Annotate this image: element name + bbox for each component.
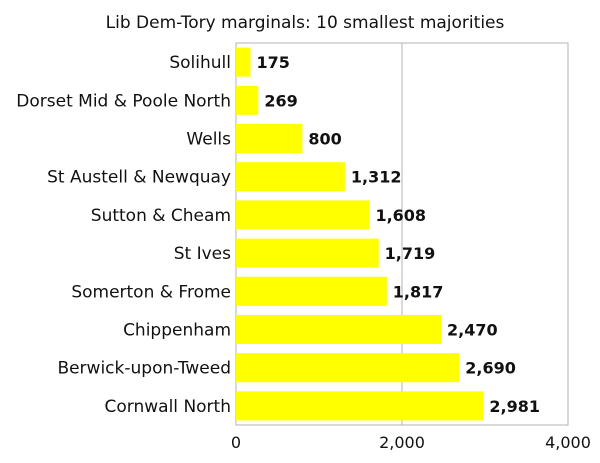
value-labels: 175 269 800 1,312 1,608 1,719 1,817 2,470 2,690 2…	[257, 53, 541, 416]
category-label-4: Sutton & Cheam	[91, 206, 231, 226]
value-label-7: 2,470	[447, 321, 498, 340]
value-label-0: 175	[257, 53, 290, 72]
category-label-5: St Ives	[174, 244, 231, 264]
x-axis-ticks: 0 2,000 4,000	[231, 433, 591, 452]
value-label-3: 1,312	[351, 168, 402, 187]
category-label-8: Berwick-upon-Tweed	[57, 359, 231, 379]
value-label-6: 1,817	[393, 282, 444, 301]
value-label-8: 2,690	[465, 359, 516, 378]
bar-8	[236, 353, 460, 383]
category-labels: Solihull Dorset Mid & Poole North Wells St …	[16, 53, 231, 417]
category-label-0: Solihull	[169, 53, 231, 73]
bar-0	[236, 47, 251, 77]
bar-7	[236, 314, 442, 345]
category-label-2: Wells	[186, 130, 231, 150]
bar-3	[236, 162, 345, 192]
category-label-7: Chippenham	[123, 321, 231, 341]
bar-9	[236, 391, 484, 421]
category-label-1: Dorset Mid & Poole North	[16, 91, 231, 111]
value-label-2: 800	[308, 130, 341, 149]
bar-2	[236, 123, 303, 154]
bars	[236, 47, 484, 421]
bar-4	[236, 200, 370, 230]
x-tick-label-0: 0	[231, 433, 241, 452]
category-label-9: Cornwall North	[105, 397, 231, 417]
chart-title: Lib Dem-Tory marginals: 10 smallest majo…	[106, 13, 505, 33]
category-label-3: St Austell & Newquay	[47, 168, 231, 188]
value-label-1: 269	[264, 91, 297, 110]
value-label-4: 1,608	[375, 206, 426, 225]
x-tick-label-2: 4,000	[545, 433, 591, 452]
plot-frame	[235, 42, 569, 426]
bar-5	[236, 238, 379, 268]
category-label-6: Somerton & Frome	[71, 282, 231, 302]
x-tick-label-1: 2,000	[379, 433, 425, 452]
bar-1	[236, 85, 259, 115]
bar-6	[236, 276, 387, 306]
value-label-9: 2,981	[489, 397, 540, 416]
value-label-5: 1,719	[385, 244, 436, 263]
plot-area-border	[235, 42, 569, 426]
